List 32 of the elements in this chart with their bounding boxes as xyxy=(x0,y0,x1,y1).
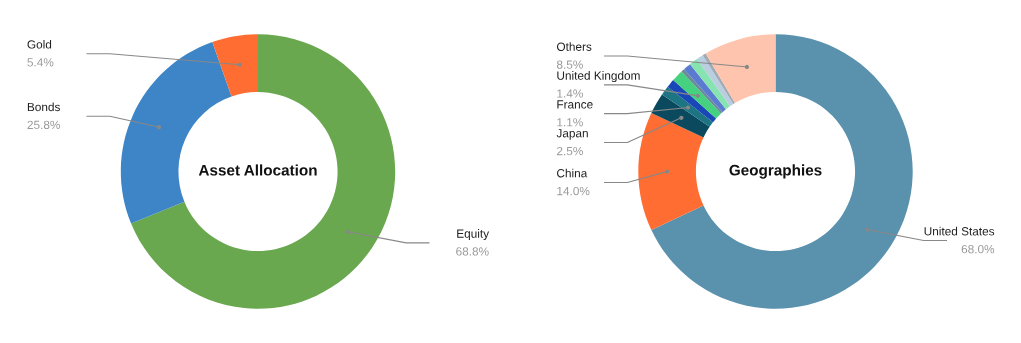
donut-slice xyxy=(673,71,722,119)
slice-label: Japan xyxy=(556,129,588,140)
slice-label: Bonds xyxy=(27,102,60,112)
slice-label: Others xyxy=(556,42,592,51)
donut-slice xyxy=(651,34,913,309)
slice-label: France xyxy=(557,100,593,109)
slice-label: Gold xyxy=(27,39,52,49)
data-label: 14.0% xyxy=(557,186,590,196)
data-label: 5.4% xyxy=(27,58,54,67)
data-label: 25.8% xyxy=(27,120,60,130)
data-label: 1.4% xyxy=(557,89,583,98)
slice-label: Equity xyxy=(457,229,490,241)
slice-label: China xyxy=(557,168,588,178)
donut-slice xyxy=(690,59,730,110)
donut-slice xyxy=(638,113,704,230)
donut-slice xyxy=(651,94,710,138)
donut-slice xyxy=(696,55,734,107)
donut-slice xyxy=(667,80,717,123)
donut-slice xyxy=(131,34,396,309)
slice-label: United Kingdom xyxy=(557,71,640,83)
slice-label: United States xyxy=(924,226,995,236)
donut-slice xyxy=(705,34,776,104)
donut-slice xyxy=(212,34,258,97)
data-label: 68.8% xyxy=(456,247,489,256)
data-label: 68.0% xyxy=(961,244,995,254)
data-label: 8.5% xyxy=(556,60,583,69)
donut-slice xyxy=(702,53,735,105)
text: Geographies xyxy=(729,164,822,179)
data-label: 1.1% xyxy=(557,118,583,127)
data-label: 2.5% xyxy=(557,146,583,156)
text: Asset Allocation xyxy=(198,164,317,176)
donut-slice xyxy=(662,86,713,127)
